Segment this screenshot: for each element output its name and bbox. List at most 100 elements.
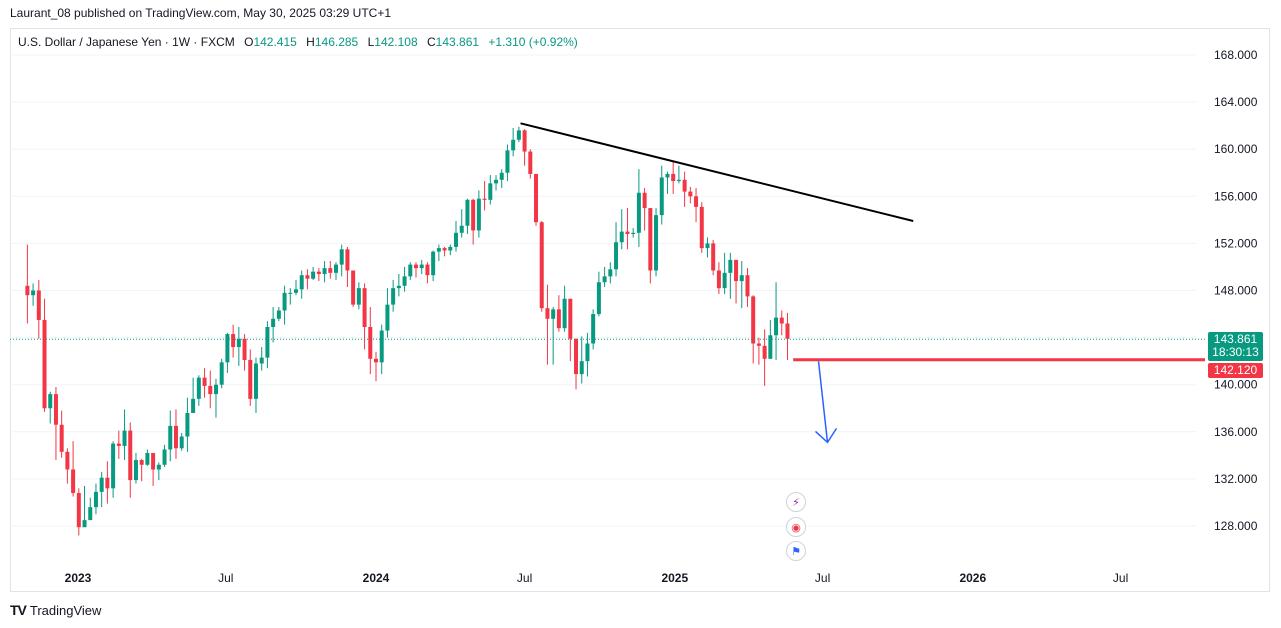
candle-body[interactable] <box>602 276 607 283</box>
candle-body[interactable] <box>196 377 201 399</box>
candle-body[interactable] <box>408 264 413 277</box>
candle-body[interactable] <box>425 264 430 276</box>
candle-body[interactable] <box>488 183 493 200</box>
candle-body[interactable] <box>316 271 321 275</box>
candle-body[interactable] <box>654 215 659 271</box>
candle-body[interactable] <box>768 335 773 359</box>
candle-body[interactable] <box>379 330 384 363</box>
candle-body[interactable] <box>191 398 196 413</box>
candle-body[interactable] <box>454 232 459 247</box>
candle-body[interactable] <box>534 173 539 223</box>
candle-body[interactable] <box>436 248 441 252</box>
footer[interactable]: TV TradingView <box>10 602 101 618</box>
candle-body[interactable] <box>25 285 30 296</box>
candle-body[interactable] <box>305 275 310 279</box>
candle-body[interactable] <box>385 304 390 331</box>
candle-body[interactable] <box>528 151 533 174</box>
candle-body[interactable] <box>431 251 436 276</box>
candle-body[interactable] <box>259 357 264 364</box>
candle-body[interactable] <box>625 231 630 234</box>
candle-body[interactable] <box>111 443 116 489</box>
candle-body[interactable] <box>699 206 704 249</box>
candle-body[interactable] <box>556 309 561 329</box>
candle-body[interactable] <box>471 199 476 231</box>
candle-body[interactable] <box>213 384 218 395</box>
candle-body[interactable] <box>156 464 161 470</box>
candle-body[interactable] <box>88 507 93 521</box>
candle-body[interactable] <box>356 288 361 305</box>
candle-body[interactable] <box>482 198 487 200</box>
candle-body[interactable] <box>494 179 499 184</box>
candle-body[interactable] <box>225 334 230 363</box>
candle-body[interactable] <box>659 177 664 216</box>
candle-body[interactable] <box>31 290 36 296</box>
candle-body[interactable] <box>311 271 316 279</box>
lightning-event-icon[interactable]: ⚡ <box>786 492 806 512</box>
candle-body[interactable] <box>591 314 596 344</box>
candle-body[interactable] <box>779 317 784 324</box>
candle-body[interactable] <box>631 232 636 234</box>
candle-body[interactable] <box>711 243 716 271</box>
candle-body[interactable] <box>248 359 253 399</box>
candle-body[interactable] <box>368 327 373 359</box>
candle-body[interactable] <box>459 225 464 233</box>
candle-body[interactable] <box>168 425 173 450</box>
candle-body[interactable] <box>65 451 70 470</box>
candle-body[interactable] <box>173 425 178 449</box>
candle-body[interactable] <box>116 443 121 446</box>
candle-body[interactable] <box>276 310 281 319</box>
candle-body[interactable] <box>71 469 76 494</box>
candle-body[interactable] <box>619 231 624 243</box>
candle-body[interactable] <box>511 139 516 151</box>
candle-body[interactable] <box>59 424 64 452</box>
candle-body[interactable] <box>596 282 601 315</box>
candle-body[interactable] <box>688 191 693 197</box>
candle-body[interactable] <box>562 298 567 329</box>
candle-body[interactable] <box>288 292 293 294</box>
candle-body[interactable] <box>82 520 87 528</box>
candle-body[interactable] <box>271 318 276 328</box>
candle-body[interactable] <box>762 345 767 359</box>
candle-body[interactable] <box>579 361 584 375</box>
candle-body[interactable] <box>751 296 756 344</box>
candle-body[interactable] <box>665 173 670 178</box>
candle-body[interactable] <box>242 338 247 360</box>
candle-body[interactable] <box>145 452 150 465</box>
candle-body[interactable] <box>76 493 81 528</box>
candle-body[interactable] <box>105 477 110 489</box>
candle-body[interactable] <box>339 249 344 265</box>
candle-body[interactable] <box>442 248 447 251</box>
candle-body[interactable] <box>402 276 407 286</box>
candle-body[interactable] <box>522 130 527 152</box>
candle-body[interactable] <box>374 358 378 363</box>
candle-body[interactable] <box>774 317 779 336</box>
symbol-label[interactable]: U.S. Dollar / Japanese Yen · 1W · FXCM <box>18 35 235 49</box>
candle-body[interactable] <box>545 308 550 319</box>
candle-body[interactable] <box>728 259 733 273</box>
candle-body[interactable] <box>133 460 138 481</box>
candle-body[interactable] <box>265 327 270 358</box>
candle-body[interactable] <box>608 269 613 277</box>
candle-body[interactable] <box>476 198 481 231</box>
candle-body[interactable] <box>42 319 47 409</box>
candle-body[interactable] <box>676 179 681 181</box>
candle-body[interactable] <box>574 338 579 375</box>
candle-body[interactable] <box>219 362 224 385</box>
candle-body[interactable] <box>734 259 739 282</box>
candle-body[interactable] <box>48 394 53 409</box>
candle-body[interactable] <box>694 196 699 207</box>
candle-body[interactable] <box>293 289 298 293</box>
candle-body[interactable] <box>185 412 190 437</box>
candle-body[interactable] <box>236 338 241 348</box>
us-flag-event-icon[interactable]: ⚑ <box>786 541 806 561</box>
candle-body[interactable] <box>345 249 350 271</box>
projection-arrow-shaft[interactable] <box>817 361 829 443</box>
candle-body[interactable] <box>36 290 41 320</box>
record-event-icon[interactable]: ◉ <box>786 517 806 537</box>
candle-body[interactable] <box>231 334 236 348</box>
candle-body[interactable] <box>253 363 258 399</box>
candle-body[interactable] <box>53 394 58 425</box>
candle-body[interactable] <box>465 199 470 226</box>
candle-body[interactable] <box>322 268 327 275</box>
